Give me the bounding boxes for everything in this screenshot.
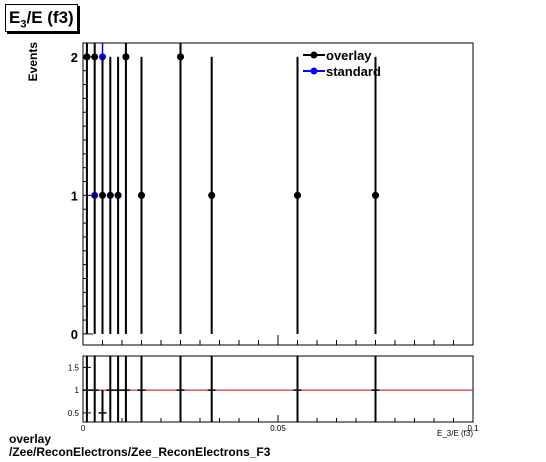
legend-label-standard: standard bbox=[326, 64, 381, 79]
chart-title: E3/E (f3) bbox=[5, 4, 78, 32]
data-point-overlay bbox=[83, 53, 91, 61]
data-point-overlay bbox=[99, 191, 106, 199]
legend-marker-overlay bbox=[310, 51, 318, 59]
ratio-x-tick-label: 0.05 bbox=[270, 424, 286, 433]
ratio-x-axis-label: E_3/E (f3) bbox=[437, 429, 473, 438]
data-point-overlay bbox=[91, 53, 99, 61]
data-point-overlay bbox=[106, 191, 114, 199]
main-y-tick-label: 0 bbox=[71, 327, 78, 342]
ratio-y-tick-label: 0.5 bbox=[68, 409, 80, 418]
main-y-tick-label: 2 bbox=[71, 50, 78, 65]
main-y-axis-label: Events bbox=[26, 42, 40, 82]
footer-line-1: overlay bbox=[9, 432, 52, 446]
data-point-overlay bbox=[208, 191, 216, 199]
legend-label-overlay: overlay bbox=[326, 48, 372, 63]
ratio-y-tick-label: 1 bbox=[75, 386, 80, 395]
footer-line-2: /Zee/ReconElectrons/Zee_ReconElectrons_F… bbox=[9, 445, 271, 459]
ratio-x-tick-label: 0 bbox=[81, 424, 86, 433]
legend-marker-standard bbox=[310, 67, 318, 75]
main-y-tick-label: 1 bbox=[71, 188, 78, 203]
data-point-overlay bbox=[138, 191, 145, 199]
data-point-overlay bbox=[372, 191, 379, 199]
data-point-overlay bbox=[294, 191, 301, 199]
data-point-overlay bbox=[122, 53, 130, 61]
ratio-x-tick-label: 0.1 bbox=[467, 424, 479, 433]
data-point-overlay bbox=[177, 53, 184, 61]
ratio-y-tick-label: 1.5 bbox=[68, 363, 80, 372]
footer-caption: overlay /Zee/ReconElectrons/Zee_ReconEle… bbox=[9, 433, 270, 459]
data-point-overlay bbox=[114, 191, 122, 199]
